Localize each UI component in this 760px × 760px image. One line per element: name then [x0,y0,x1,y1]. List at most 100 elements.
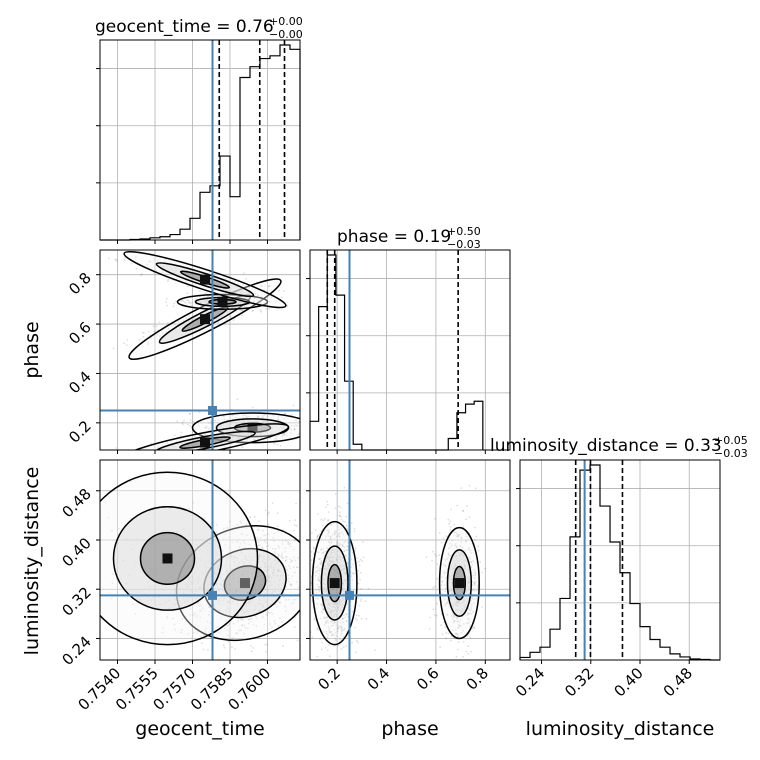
sample-phase-luminosity_distance-1171 [444,590,447,593]
sample-geocent_time-phase-389 [255,281,258,284]
sample-phase-luminosity_distance-1304 [434,517,436,520]
sample-geocent_time-phase-349 [304,303,306,305]
density-peak-geocent_time-luminosity_distance-1 [162,553,173,564]
sample-geocent_time-phase-590 [295,424,297,426]
sample-geocent_time-phase-693 [179,435,182,438]
sample-geocent_time-phase-743 [198,411,201,413]
sample-phase-luminosity_distance-689 [322,519,325,521]
sample-phase-luminosity_distance-64 [326,636,329,639]
sample-phase-luminosity_distance-315 [330,536,332,539]
sample-phase-luminosity_distance-567 [341,617,344,620]
sample-geocent_time-luminosity_distance-101 [227,640,230,643]
sample-geocent_time-luminosity_distance-927 [246,591,249,594]
sample-geocent_time-luminosity_distance-730 [267,544,270,547]
sample-phase-luminosity_distance-784 [328,541,331,544]
sample-phase-luminosity_distance-202 [331,534,334,536]
sample-geocent_time-luminosity_distance-244 [293,626,296,629]
sample-geocent_time-phase-405 [161,271,164,274]
sample-phase-luminosity_distance-1174 [457,627,459,629]
sample-geocent_time-phase-218 [190,302,192,304]
sample-phase-luminosity_distance-1283 [473,584,476,587]
sample-geocent_time-phase-520 [199,420,202,423]
sample-phase-luminosity_distance-384 [359,571,362,574]
sample-geocent_time-luminosity_distance-507 [197,601,200,604]
sample-phase-luminosity_distance-819 [355,651,357,654]
sample-phase-luminosity_distance-626 [328,644,330,646]
sample-geocent_time-phase-386 [199,290,201,292]
sample-geocent_time-luminosity_distance-516 [273,550,276,553]
sample-geocent_time-phase-205 [187,299,189,302]
sample-phase-luminosity_distance-299 [337,623,339,625]
sample-phase-luminosity_distance-372 [349,672,351,674]
frame-2-1 [309,459,511,661]
sample-geocent_time-luminosity_distance-234 [261,547,264,549]
sample-geocent_time-phase-221 [241,309,244,312]
sample-phase-luminosity_distance-163 [320,562,323,564]
sample-phase-luminosity_distance-574 [341,627,343,629]
sample-geocent_time-luminosity_distance-82 [289,558,291,561]
sample-phase-luminosity_distance-190 [327,511,330,513]
sample-geocent_time-luminosity_distance-410 [231,637,234,639]
frame-2-2 [519,459,721,661]
sample-geocent_time-luminosity_distance-531 [285,559,288,561]
sample-geocent_time-phase-681 [290,428,293,431]
sample-geocent_time-phase-639 [339,426,341,428]
sample-phase-luminosity_distance-1164 [440,541,443,544]
sample-geocent_time-phase-55 [174,323,177,325]
sample-phase-luminosity_distance-1061 [448,605,451,608]
xlabel-luminosity-distance: luminosity_distance [526,718,715,740]
sample-phase-luminosity_distance-899 [333,532,336,534]
sample-geocent_time-luminosity_distance-378 [266,614,269,616]
sample-geocent_time-luminosity_distance-764 [266,643,268,646]
sample-phase-luminosity_distance-497 [335,541,338,544]
sample-geocent_time-luminosity_distance-681 [243,624,246,627]
sample-phase-luminosity_distance-1045 [456,633,459,636]
sample-phase-luminosity_distance-1295 [450,546,452,548]
sample-geocent_time-luminosity_distance-256 [253,515,256,518]
sample-phase-luminosity_distance-1204 [452,629,454,631]
sample-geocent_time-luminosity_distance-674 [280,554,283,557]
sample-geocent_time-luminosity_distance-187 [285,610,287,612]
sample-phase-luminosity_distance-1288 [441,580,443,583]
sample-phase-luminosity_distance-1372 [471,603,473,605]
sample-geocent_time-luminosity_distance-11 [290,583,293,585]
sample-phase-luminosity_distance-998 [472,626,475,629]
title-luminosity-distance-sub: −0.03 [714,447,748,460]
ytick-label-luminosity_distance-2: 0.40 [58,534,94,570]
sample-geocent_time-phase-912 [173,434,176,437]
sample-geocent_time-luminosity_distance-228 [257,541,260,544]
sample-phase-luminosity_distance-375 [311,532,313,534]
sample-geocent_time-phase-519 [189,419,192,422]
sample-geocent_time-luminosity_distance-969 [192,501,195,504]
sample-geocent_time-phase-276 [194,298,197,300]
sample-phase-luminosity_distance-249 [350,522,353,525]
sample-phase-luminosity_distance-101 [333,634,336,636]
sample-geocent_time-luminosity_distance-541 [287,577,290,580]
sample-geocent_time-phase-181 [205,305,207,308]
sample-geocent_time-phase-87 [95,358,97,360]
sample-phase-luminosity_distance-357 [317,586,320,589]
sample-phase-luminosity_distance-947 [456,632,458,635]
sample-phase-luminosity_distance-1193 [432,550,434,553]
sample-phase-luminosity_distance-259 [315,588,317,591]
sample-phase-luminosity_distance-987 [453,531,456,533]
sample-geocent_time-luminosity_distance-853 [262,529,264,532]
sample-geocent_time-phase-537 [277,418,280,421]
sample-geocent_time-luminosity_distance-337 [209,622,212,625]
sample-phase-luminosity_distance-872 [343,486,346,489]
sample-phase-luminosity_distance-1060 [441,633,444,635]
sample-geocent_time-phase-69 [217,322,220,324]
sample-phase-luminosity_distance-0 [334,637,337,640]
sample-phase-luminosity_distance-772 [354,617,357,620]
sample-phase-luminosity_distance-974 [453,616,456,618]
sample-phase-luminosity_distance-109 [360,617,363,620]
sample-geocent_time-luminosity_distance-45 [239,629,242,631]
xtick-label-luminosity_distance-2: 0.40 [610,664,646,700]
sample-phase-luminosity_distance-1054 [454,531,457,534]
sample-phase-luminosity_distance-1351 [444,604,447,607]
sample-phase-luminosity_distance-408 [338,532,341,535]
sample-phase-luminosity_distance-886 [327,519,330,521]
sample-phase-luminosity_distance-1055 [461,546,464,549]
sample-phase-luminosity_distance-1096 [460,631,463,634]
sample-geocent_time-luminosity_distance-287 [302,561,304,563]
